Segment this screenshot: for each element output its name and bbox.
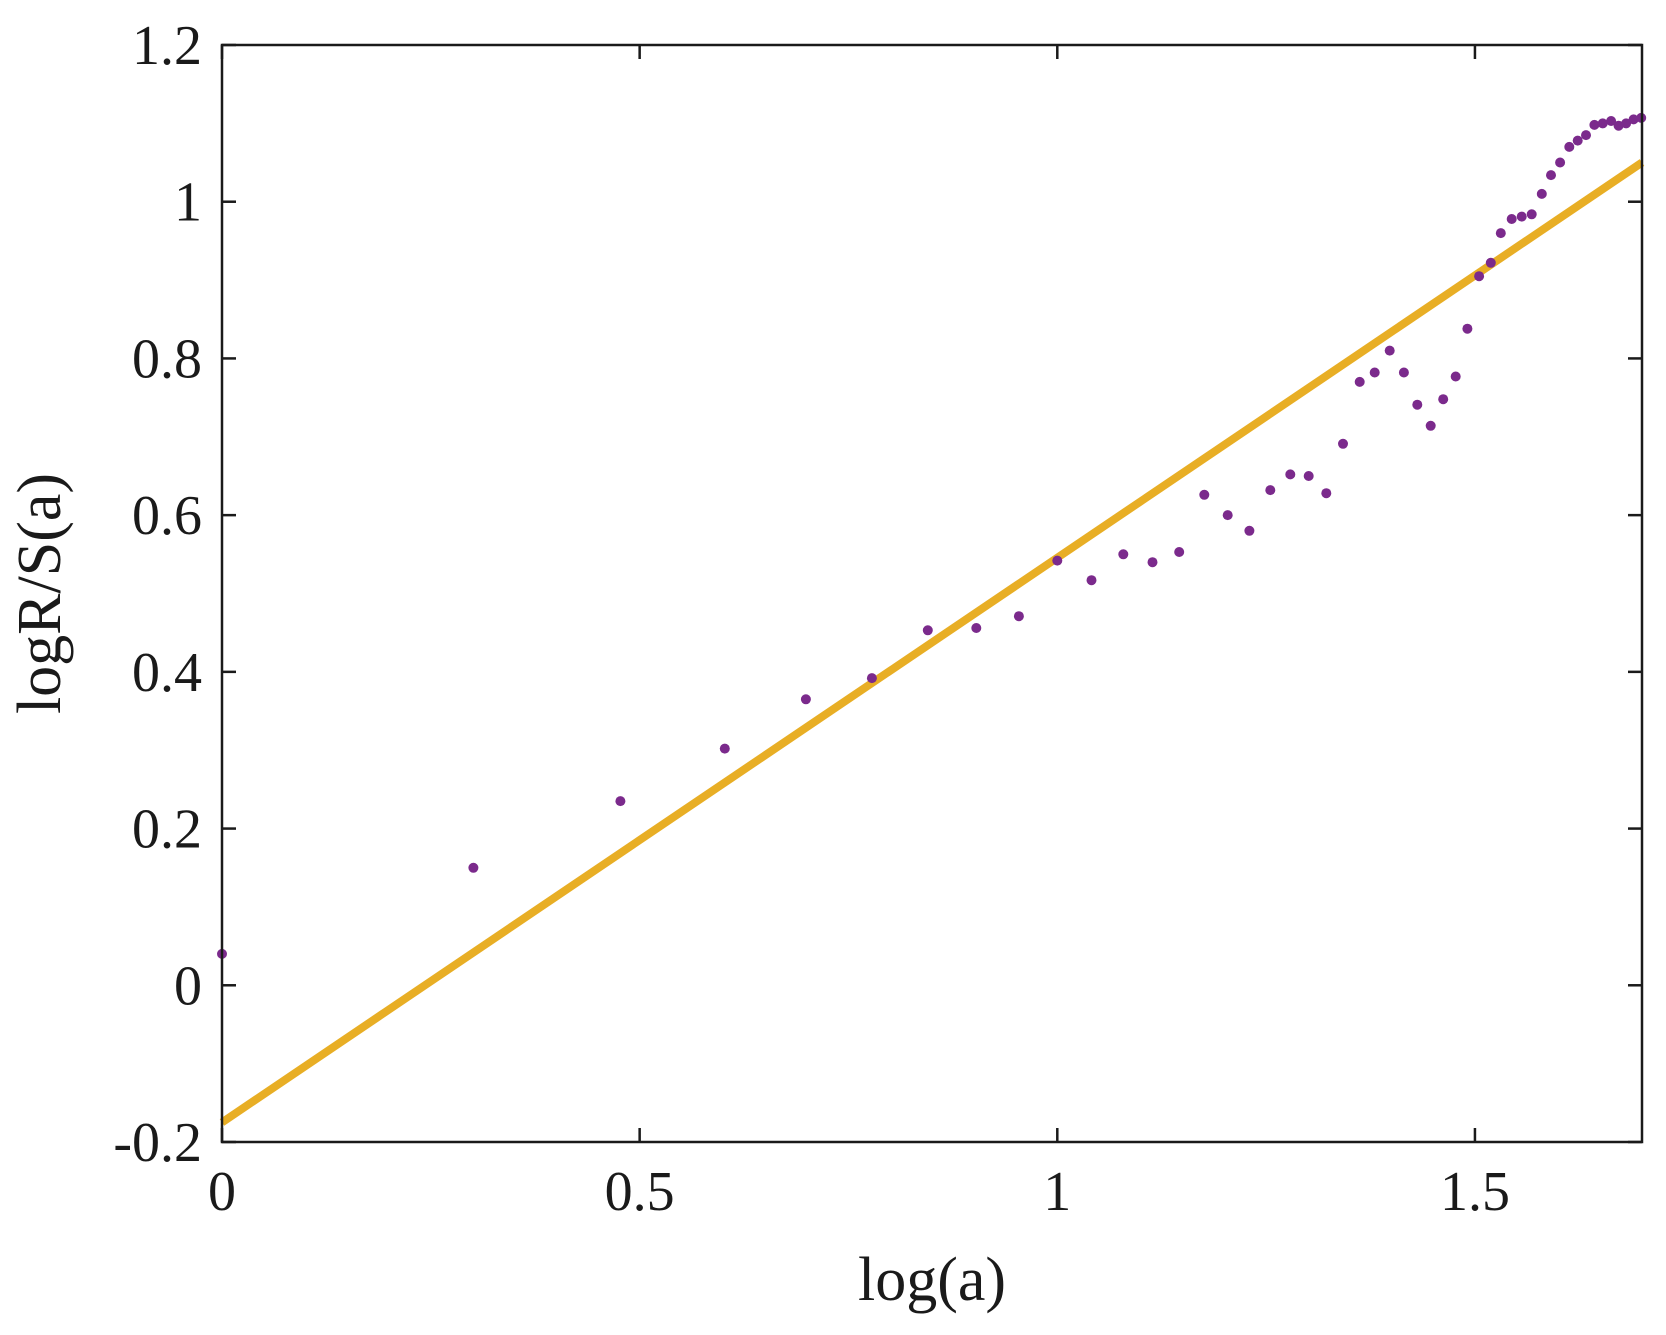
- x-tick-label: 1: [1043, 1161, 1071, 1223]
- y-tick-label: 1.2: [132, 15, 202, 77]
- data-point: [1516, 211, 1527, 222]
- data-point: [1147, 557, 1158, 568]
- data-point: [1052, 555, 1063, 566]
- data-point: [1265, 485, 1276, 496]
- data-point: [1536, 188, 1547, 199]
- y-tick-label: 0.4: [132, 642, 202, 704]
- data-point: [1303, 471, 1314, 481]
- data-point: [1412, 399, 1423, 410]
- x-axis-title: log(a): [858, 1246, 1006, 1314]
- data-point: [1438, 394, 1449, 405]
- data-point: [1013, 611, 1024, 622]
- data-point: [1506, 214, 1517, 224]
- scatter-points: [217, 112, 1647, 959]
- data-point: [1338, 438, 1348, 449]
- data-point: [1546, 170, 1556, 181]
- plot-frame: [220, 43, 1644, 1144]
- data-point: [1613, 120, 1624, 131]
- fit-line-layer: [219, 159, 1645, 1126]
- data-point: [1086, 575, 1097, 586]
- data-point: [1581, 130, 1591, 141]
- x-tick-label: 1.5: [1440, 1161, 1510, 1223]
- data-point: [1425, 420, 1436, 431]
- data-point: [1485, 257, 1496, 268]
- y-tick-label: 0.8: [132, 328, 202, 390]
- data-point: [719, 743, 730, 754]
- data-point: [922, 625, 933, 636]
- data-point: [1222, 510, 1233, 521]
- data-point: [1118, 549, 1129, 560]
- data-point: [1606, 116, 1617, 126]
- data-point: [1589, 119, 1600, 130]
- data-point: [1621, 118, 1632, 129]
- data-point: [866, 673, 877, 684]
- data-point: [1495, 228, 1506, 239]
- data-point: [615, 796, 626, 807]
- fit-line: [219, 159, 1645, 1126]
- y-tick-labels: -0.2 0 0.2 0.4 0.6 0.8 1 1.2: [113, 15, 202, 1174]
- data-point: [1174, 547, 1185, 557]
- data-point: [1244, 525, 1255, 536]
- data-point: [1462, 323, 1473, 334]
- data-point: [1597, 118, 1608, 129]
- data-point: [1572, 135, 1583, 146]
- x-tick-label: 0.5: [605, 1161, 675, 1223]
- x-tick-label: 0: [208, 1161, 236, 1223]
- data-point: [1555, 157, 1566, 168]
- axis-ticks: [220, 43, 1642, 1144]
- data-point: [1474, 271, 1485, 282]
- data-point: [1628, 114, 1639, 125]
- data-point: [1526, 209, 1537, 220]
- data-point: [1564, 141, 1575, 152]
- y-tick-label: 0.2: [132, 799, 202, 861]
- data-point: [1354, 376, 1365, 387]
- y-tick-label: 0.6: [132, 485, 202, 547]
- data-point: [1398, 367, 1409, 378]
- y-tick-label: -0.2: [113, 1112, 202, 1174]
- data-point: [1285, 469, 1296, 480]
- data-point: [971, 623, 982, 633]
- data-point: [1321, 488, 1332, 499]
- data-point: [1384, 345, 1395, 356]
- data-point: [1199, 489, 1210, 500]
- y-tick-label: 0: [174, 955, 202, 1017]
- data-point: [468, 862, 479, 873]
- data-point: [800, 694, 811, 705]
- data-point: [1450, 371, 1461, 382]
- y-tick-label: 1: [174, 172, 202, 234]
- y-axis-title: logR/S(a): [6, 473, 74, 714]
- x-tick-labels: 0 0.5 1 1.5: [208, 1161, 1510, 1223]
- data-point: [1369, 367, 1380, 378]
